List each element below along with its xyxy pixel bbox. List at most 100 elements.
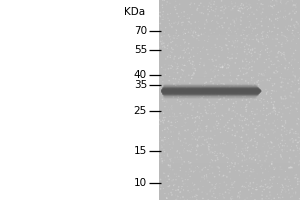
Point [184,95,189,98]
Point [266,113,271,116]
Point [217,173,222,176]
Point [231,109,236,112]
Point [283,17,288,20]
Point [237,174,242,177]
Point [283,77,288,80]
Point [291,52,296,55]
Point [235,84,240,87]
Point [279,2,284,5]
Bar [159,125,300,128]
Point [162,45,167,48]
Point [270,147,274,150]
Point [283,95,287,98]
Point [238,4,243,7]
Point [191,106,196,109]
Point [171,161,176,164]
Point [283,119,288,123]
Point [171,141,176,144]
Point [257,72,262,75]
Point [296,101,300,105]
Point [287,192,292,195]
Point [169,108,174,111]
Point [278,196,283,200]
Point [248,97,253,100]
Point [267,122,272,126]
Point [218,182,222,185]
Point [181,112,186,115]
Point [230,110,235,113]
Point [226,86,231,89]
Point [267,57,272,60]
Point [195,128,200,131]
Point [168,168,173,171]
Point [221,74,226,77]
Point [230,105,235,108]
Point [291,67,296,70]
Point [233,101,238,104]
Point [226,40,231,43]
Point [169,64,174,67]
Point [189,161,194,164]
Point [250,38,254,41]
Point [235,130,239,134]
Point [265,78,270,81]
Point [183,121,188,124]
Point [160,41,165,44]
Point [273,136,278,139]
Point [256,120,261,123]
Point [203,109,208,112]
Point [170,60,175,63]
Point [279,191,284,194]
Point [190,13,194,16]
Point [198,180,203,183]
Point [184,97,188,100]
Point [204,72,208,75]
Point [160,13,165,16]
Point [239,185,244,188]
Point [269,50,274,53]
Point [291,149,296,152]
Point [258,53,263,56]
Point [179,16,184,19]
Bar [159,75,300,77]
Point [220,114,225,117]
Point [238,190,243,193]
Point [204,175,209,178]
Point [158,155,163,158]
Point [284,59,288,62]
Point [231,92,236,95]
Point [183,173,188,176]
Point [285,175,290,179]
Point [168,12,173,16]
Point [287,78,292,81]
Point [286,65,291,68]
Point [278,16,282,19]
Point [226,171,231,174]
Point [282,89,286,92]
Point [288,166,292,169]
Bar [159,43,300,45]
Point [268,178,273,182]
Point [289,60,293,63]
Point [234,57,239,60]
Point [169,25,174,29]
Point [245,196,250,200]
Point [276,137,280,140]
Point [239,83,244,86]
Point [217,186,222,189]
Point [196,188,201,191]
Point [230,162,235,165]
Point [246,92,251,95]
Point [279,119,284,122]
Point [193,31,198,34]
Point [284,64,288,67]
Point [165,130,170,134]
Bar [159,78,300,80]
Point [219,175,224,178]
Point [198,50,203,53]
Point [209,146,214,149]
Point [230,197,235,200]
Point [196,34,201,37]
Point [263,186,268,190]
Point [297,87,300,90]
